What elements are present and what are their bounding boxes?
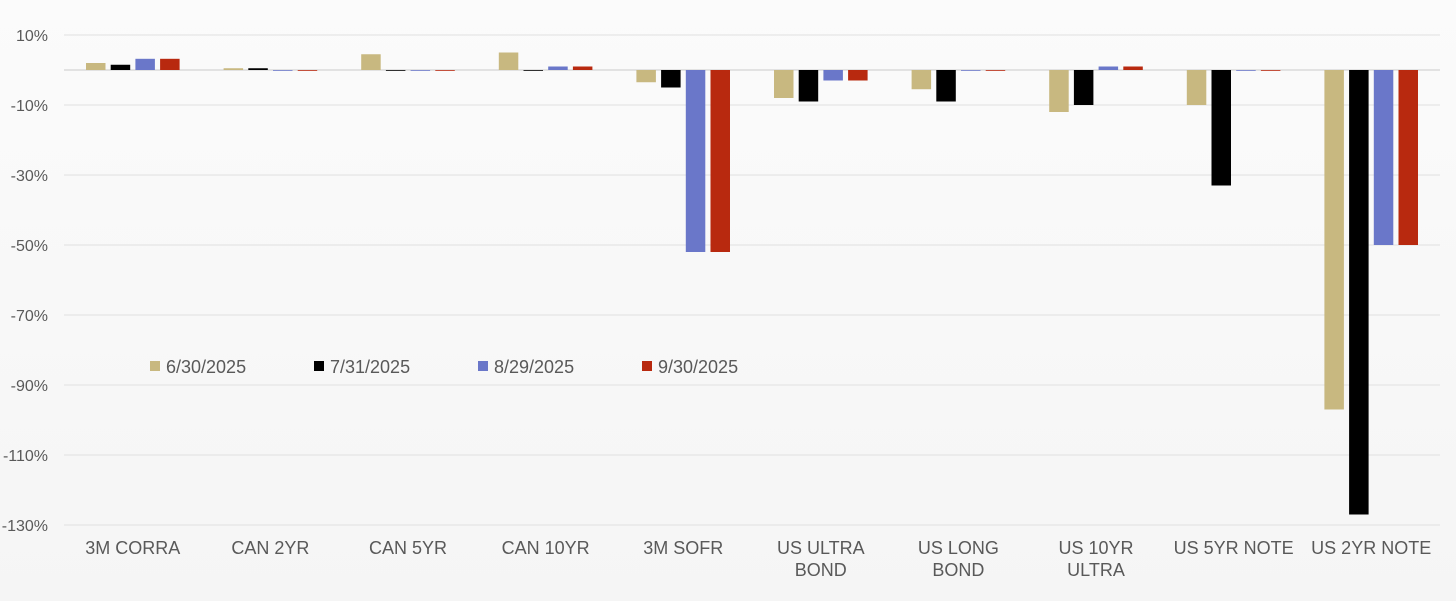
y-axis-ticks: 10% -10% -30% -50% -70% -90% -110% -130% [2,28,48,535]
bar-6-30-2025-cat-3 [498,52,519,70]
bar-6-30-2025-cat-5 [774,70,794,98]
x-tick-label: US 5YR NOTE [1174,538,1294,558]
x-tick-label-line: ULTRA [1067,560,1125,580]
y-tick-label: -130% [2,518,48,535]
bar-6-30-2025-cat-8 [1186,70,1207,105]
bars [86,52,1418,515]
legend-item: 6/30/2025 [150,357,246,377]
x-tick-label: CAN 5YR [369,538,447,558]
y-tick-label: -70% [11,308,48,325]
x-tick-label-line: 3M SOFR [643,538,723,558]
bar-8-29-2025-cat-9 [1373,70,1394,245]
x-tick-label: US 2YR NOTE [1311,538,1431,558]
x-tick-label: 3M CORRA [85,538,180,558]
bar-6-30-2025-cat-7 [1049,70,1069,112]
legend-swatch [314,361,324,371]
bar-9-30-2025-cat-8 [1260,70,1281,71]
bar-9-30-2025-cat-5 [848,70,868,81]
bar-7-31-2025-cat-2 [385,70,406,71]
x-tick-label-line: US LONG [918,538,999,558]
y-tick-label: -110% [3,448,48,465]
legend-item: 9/30/2025 [642,357,738,377]
bar-6-30-2025-cat-9 [1324,70,1344,410]
bar-6-30-2025-cat-0 [86,63,106,70]
legend-item: 8/29/2025 [478,357,574,377]
bar-7-31-2025-cat-3 [523,70,543,71]
y-tick-label: -10% [11,98,48,115]
x-tick-label-line: BOND [932,560,984,580]
x-tick-label-line: US ULTRA [777,538,865,558]
bar-9-30-2025-cat-2 [435,70,455,71]
bar-9-30-2025-cat-7 [1123,66,1143,70]
x-tick-label-line: BOND [795,560,847,580]
legend-swatch [478,361,488,371]
bar-7-31-2025-cat-8 [1211,70,1231,186]
bar-7-31-2025-cat-7 [1073,70,1094,105]
bar-8-29-2025-cat-8 [1236,70,1256,71]
bar-8-29-2025-cat-0 [135,58,155,70]
bar-9-30-2025-cat-1 [297,70,318,71]
bar-7-31-2025-cat-1 [248,68,268,70]
legend-label: 6/30/2025 [166,357,246,377]
bar-9-30-2025-cat-4 [710,70,730,252]
bar-8-29-2025-cat-5 [823,70,843,81]
legend-label: 9/30/2025 [658,357,738,377]
x-tick-label-line: US 10YR [1058,538,1133,558]
x-tick-label: US ULTRA BOND [777,538,865,580]
x-tick-label: 3M SOFR [643,538,723,558]
bar-9-30-2025-cat-0 [160,58,180,70]
y-tick-label: 10% [16,28,48,45]
x-tick-label-line: CAN 10YR [502,538,590,558]
bar-8-29-2025-cat-3 [548,66,568,70]
bar-6-30-2025-cat-2 [361,54,381,70]
y-tick-label: -90% [11,378,48,395]
bar-9-30-2025-cat-9 [1398,70,1418,245]
bar-6-30-2025-cat-6 [911,70,932,90]
x-tick-label-line: CAN 2YR [231,538,309,558]
bar-8-29-2025-cat-2 [410,70,431,71]
bar-7-31-2025-cat-0 [110,64,131,70]
legend-item: 7/31/2025 [314,357,410,377]
bar-9-30-2025-cat-3 [572,66,593,70]
y-tick-label: -30% [11,168,48,185]
x-tick-label-line: US 2YR NOTE [1311,538,1431,558]
legend-label: 8/29/2025 [494,357,574,377]
bar-7-31-2025-cat-9 [1349,70,1369,515]
legend-swatch [642,361,652,371]
x-axis-labels: 3M CORRA CAN 2YR CAN 5YR CAN 10YR 3M SOFR US … [85,538,1431,580]
x-tick-label: CAN 2YR [231,538,309,558]
x-tick-label-line: CAN 5YR [369,538,447,558]
legend-swatch [150,361,160,371]
bar-7-31-2025-cat-5 [798,70,819,102]
grid-lines [64,34,1440,526]
x-tick-label-line: 3M CORRA [85,538,180,558]
x-tick-label: US LONG BOND [918,538,999,580]
bar-8-29-2025-cat-4 [685,70,706,252]
x-tick-label: CAN 10YR [502,538,590,558]
bar-8-29-2025-cat-6 [961,70,981,71]
bar-8-29-2025-cat-7 [1098,66,1119,70]
bar-6-30-2025-cat-4 [636,70,656,83]
bar-6-30-2025-cat-1 [223,68,244,70]
y-tick-label: -50% [11,238,48,255]
bar-8-29-2025-cat-1 [273,70,293,71]
bar-7-31-2025-cat-6 [936,70,956,102]
legend-label: 7/31/2025 [330,357,410,377]
legend: 6/30/2025 7/31/2025 8/29/2025 9/30/2025 [150,357,738,377]
x-tick-label-line: US 5YR NOTE [1174,538,1294,558]
bar-9-30-2025-cat-6 [985,70,1006,71]
x-tick-label: US 10YR ULTRA [1058,538,1133,580]
bar-7-31-2025-cat-4 [661,70,681,88]
